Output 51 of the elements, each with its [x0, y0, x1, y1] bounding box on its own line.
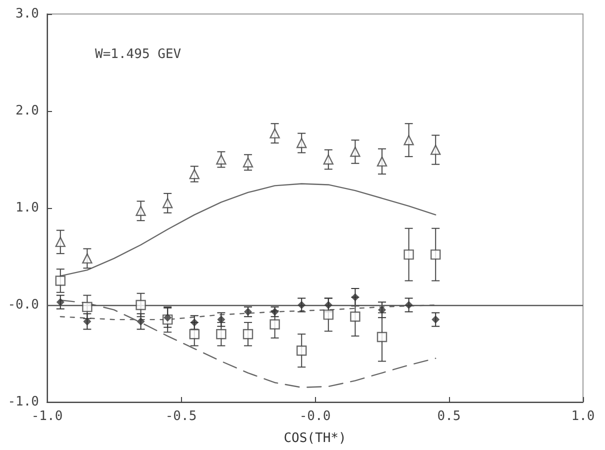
point: [216, 329, 226, 340]
point: [350, 312, 360, 322]
x-tick-label: 1.0: [571, 409, 595, 424]
point: [190, 318, 198, 326]
point: [216, 154, 226, 165]
x-tick-label: -0.5: [165, 409, 197, 424]
point: [298, 301, 306, 309]
point: [376, 332, 388, 342]
point: [55, 276, 66, 286]
point: [189, 168, 200, 180]
point: [56, 298, 64, 306]
point: [350, 146, 360, 157]
point: [217, 316, 226, 324]
y-tick-label: -1.0: [8, 394, 39, 410]
point: [432, 316, 440, 324]
y-tick-label: 1.0: [16, 200, 39, 216]
x-tick-label: 0.5: [437, 409, 461, 424]
point: [55, 236, 66, 248]
y-tick-label: 2.0: [16, 104, 39, 118]
point: [430, 144, 441, 155]
point: [404, 249, 414, 260]
point: [242, 329, 254, 340]
point: [323, 154, 334, 165]
x-axis-title: COS(TH*): [284, 431, 346, 446]
point: [296, 345, 307, 356]
point: [376, 156, 388, 167]
x-tick-label: -1.0: [31, 409, 63, 424]
point: [136, 317, 145, 326]
y-tick-label: -0.0: [8, 298, 39, 312]
point: [242, 157, 254, 168]
point: [136, 206, 146, 216]
point: [82, 253, 92, 264]
y-tick-label: 3.0: [16, 6, 39, 22]
point: [270, 128, 280, 138]
point: [351, 293, 360, 302]
point: [324, 301, 332, 309]
point: [323, 310, 334, 320]
point: [378, 306, 386, 314]
point: [270, 319, 280, 330]
point: [189, 329, 200, 340]
point: [136, 300, 146, 310]
point: [82, 302, 92, 312]
point: [430, 249, 441, 260]
x-tick-label: -0.0: [299, 409, 331, 424]
point: [404, 301, 413, 309]
annotation: W=1.495 GEV: [95, 47, 182, 62]
point: [404, 135, 414, 146]
point: [162, 198, 173, 208]
point: [164, 314, 172, 322]
point: [83, 317, 92, 326]
point: [296, 138, 307, 148]
